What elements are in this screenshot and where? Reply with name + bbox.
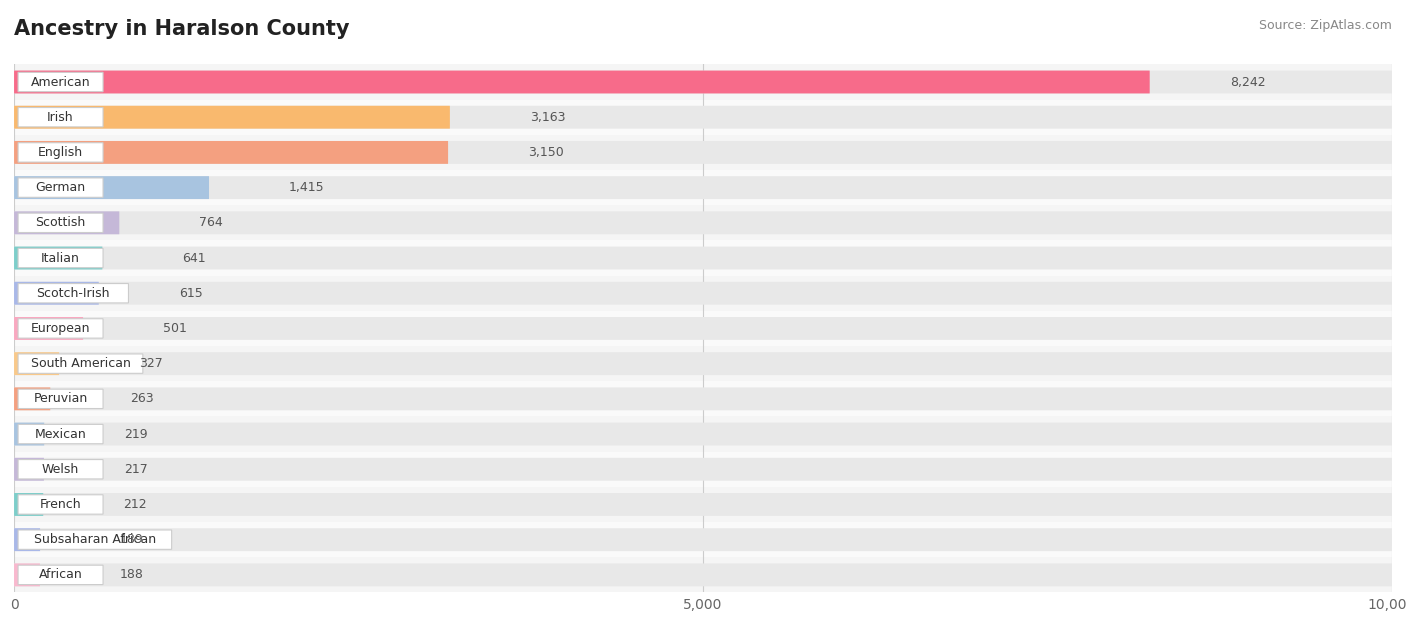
FancyBboxPatch shape	[18, 565, 103, 585]
Text: 615: 615	[179, 287, 202, 299]
Text: French: French	[39, 498, 82, 511]
Text: Ancestry in Haralson County: Ancestry in Haralson County	[14, 19, 350, 39]
Bar	[14, 100, 1392, 135]
FancyBboxPatch shape	[18, 354, 143, 374]
FancyBboxPatch shape	[18, 72, 103, 91]
FancyBboxPatch shape	[18, 319, 103, 338]
Bar	[14, 417, 1392, 451]
FancyBboxPatch shape	[14, 564, 39, 586]
FancyBboxPatch shape	[14, 493, 44, 516]
FancyBboxPatch shape	[14, 388, 51, 410]
Text: 1,415: 1,415	[290, 181, 325, 194]
Bar	[14, 311, 1392, 346]
Bar	[14, 346, 1392, 381]
Text: Source: ZipAtlas.com: Source: ZipAtlas.com	[1258, 19, 1392, 32]
Text: 189: 189	[120, 533, 143, 546]
Text: 327: 327	[139, 357, 163, 370]
Text: 212: 212	[124, 498, 146, 511]
FancyBboxPatch shape	[14, 352, 59, 375]
Text: African: African	[39, 569, 83, 582]
Text: Scotch-Irish: Scotch-Irish	[37, 287, 110, 299]
Text: Welsh: Welsh	[42, 463, 79, 476]
Text: American: American	[31, 75, 90, 88]
Text: Scottish: Scottish	[35, 216, 86, 229]
Text: 501: 501	[163, 322, 187, 335]
Text: English: English	[38, 146, 83, 159]
Bar	[14, 557, 1392, 592]
Text: South American: South American	[31, 357, 131, 370]
Text: 764: 764	[200, 216, 224, 229]
Text: 8,242: 8,242	[1230, 75, 1265, 88]
Text: 188: 188	[120, 569, 143, 582]
Text: Mexican: Mexican	[35, 428, 86, 440]
Bar	[14, 451, 1392, 487]
FancyBboxPatch shape	[18, 108, 103, 127]
FancyBboxPatch shape	[14, 71, 1150, 93]
Bar	[14, 170, 1392, 205]
FancyBboxPatch shape	[18, 530, 172, 549]
FancyBboxPatch shape	[14, 247, 103, 269]
FancyBboxPatch shape	[18, 389, 103, 408]
Text: German: German	[35, 181, 86, 194]
Text: 3,163: 3,163	[530, 111, 565, 124]
FancyBboxPatch shape	[14, 176, 1392, 199]
FancyBboxPatch shape	[14, 564, 1392, 586]
Bar	[14, 240, 1392, 276]
FancyBboxPatch shape	[14, 211, 1392, 234]
FancyBboxPatch shape	[14, 528, 1392, 551]
FancyBboxPatch shape	[18, 249, 103, 268]
FancyBboxPatch shape	[18, 424, 103, 444]
FancyBboxPatch shape	[14, 247, 1392, 269]
FancyBboxPatch shape	[14, 422, 44, 446]
Text: European: European	[31, 322, 90, 335]
Text: Italian: Italian	[41, 252, 80, 265]
FancyBboxPatch shape	[18, 213, 103, 232]
Bar	[14, 205, 1392, 240]
FancyBboxPatch shape	[14, 282, 98, 305]
Bar	[14, 381, 1392, 417]
FancyBboxPatch shape	[14, 317, 83, 340]
FancyBboxPatch shape	[18, 178, 103, 197]
FancyBboxPatch shape	[18, 495, 103, 514]
FancyBboxPatch shape	[14, 388, 1392, 410]
FancyBboxPatch shape	[18, 460, 103, 479]
Text: 217: 217	[124, 463, 148, 476]
FancyBboxPatch shape	[14, 106, 1392, 129]
Bar	[14, 276, 1392, 311]
Text: Subsaharan African: Subsaharan African	[34, 533, 156, 546]
FancyBboxPatch shape	[14, 317, 1392, 340]
Text: 219: 219	[124, 428, 148, 440]
FancyBboxPatch shape	[18, 143, 103, 162]
FancyBboxPatch shape	[14, 71, 1392, 93]
Text: 263: 263	[131, 392, 153, 405]
FancyBboxPatch shape	[14, 458, 1392, 480]
FancyBboxPatch shape	[14, 106, 450, 129]
Bar	[14, 64, 1392, 100]
Bar	[14, 487, 1392, 522]
FancyBboxPatch shape	[14, 458, 44, 480]
FancyBboxPatch shape	[14, 352, 1392, 375]
Bar	[14, 135, 1392, 170]
FancyBboxPatch shape	[14, 176, 209, 199]
Text: 3,150: 3,150	[529, 146, 564, 159]
FancyBboxPatch shape	[14, 211, 120, 234]
FancyBboxPatch shape	[18, 283, 128, 303]
Text: Peruvian: Peruvian	[34, 392, 87, 405]
FancyBboxPatch shape	[14, 282, 1392, 305]
FancyBboxPatch shape	[14, 493, 1392, 516]
FancyBboxPatch shape	[14, 141, 449, 164]
FancyBboxPatch shape	[14, 141, 1392, 164]
Bar	[14, 522, 1392, 557]
Text: 641: 641	[183, 252, 207, 265]
FancyBboxPatch shape	[14, 422, 1392, 446]
FancyBboxPatch shape	[14, 528, 41, 551]
Text: Irish: Irish	[48, 111, 75, 124]
